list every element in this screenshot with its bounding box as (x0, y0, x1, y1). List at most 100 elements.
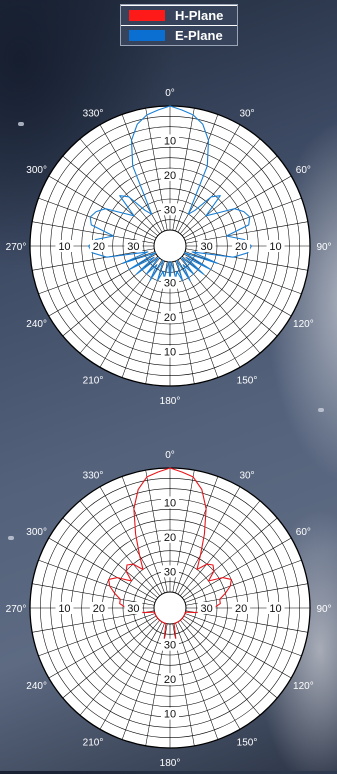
radial-label-bg (161, 530, 179, 543)
grid-spoke (177, 621, 241, 730)
radial-tick-label: 10 (164, 135, 176, 147)
angle-tick-label: 30° (239, 109, 254, 120)
rivet-decoration (18, 122, 24, 126)
legend-swatch-h-plane (129, 10, 165, 21)
radial-tick-label: 30 (201, 603, 213, 615)
angle-tick-label: 180° (160, 758, 181, 769)
legend-item-h-plane: H-Plane (121, 6, 237, 25)
grid-spoke (182, 618, 278, 699)
grid-spoke (32, 583, 155, 606)
legend: H-Plane E-Plane (120, 4, 238, 46)
grid-spoke (79, 138, 160, 234)
grid-spoke (38, 197, 156, 241)
radial-tick-label: 10 (164, 709, 176, 721)
angle-tick-label: 60° (296, 527, 311, 538)
angle-tick-label: 120° (293, 319, 314, 330)
radial-label-bg (161, 707, 179, 720)
radial-label-bg (197, 240, 216, 252)
grid-spoke (180, 138, 261, 234)
angle-tick-label: 270° (6, 242, 27, 253)
radial-tick-label: 20 (164, 674, 176, 686)
radial-tick-label: 30 (164, 640, 176, 652)
radial-tick-label: 20 (235, 603, 247, 615)
grid-spoke (185, 221, 308, 244)
grid-spoke (62, 517, 158, 598)
radial-label-bg (232, 240, 251, 252)
radial-tick-label: 20 (164, 170, 176, 182)
grid-spoke (180, 500, 261, 596)
radial-tick-label: 30 (127, 241, 139, 253)
center-hole (153, 229, 187, 263)
legend-item-e-plane: E-Plane (121, 26, 237, 45)
grid-spoke (184, 251, 302, 295)
radial-label-bg (161, 565, 179, 578)
grid-spoke (99, 486, 163, 595)
angle-tick-label: 30° (239, 471, 254, 482)
radial-label-bg (55, 240, 74, 252)
grid-spoke (184, 613, 302, 657)
grid-spoke (62, 155, 158, 236)
grid-spoke (99, 621, 163, 730)
angle-tick-label: 150° (237, 375, 258, 386)
grid-spoke (32, 221, 155, 244)
angle-tick-label: 240° (26, 319, 47, 330)
grid-spoke (177, 486, 241, 595)
grid-spoke (48, 537, 157, 601)
radial-label-bg (161, 496, 179, 509)
angle-tick-label: 300° (26, 527, 47, 538)
grid-spoke (121, 476, 165, 594)
radial-tick-label: 10 (269, 241, 281, 253)
angle-tick-label: 300° (26, 165, 47, 176)
grid-spoke (175, 476, 219, 594)
radial-tick-label: 10 (58, 241, 70, 253)
grid-spoke (175, 622, 219, 740)
radial-label-bg (161, 276, 179, 289)
angle-tick-label: 180° (160, 396, 181, 407)
grid-spoke (121, 114, 165, 232)
grid-spoke (79, 620, 160, 716)
grid-spoke (182, 517, 278, 598)
legend-label-h-plane: H-Plane (175, 8, 224, 23)
radial-tick-label: 20 (93, 241, 105, 253)
angle-tick-label: 120° (293, 681, 314, 692)
legend-label-e-plane: E-Plane (175, 28, 223, 43)
radial-tick-label: 20 (164, 532, 176, 544)
rivet-decoration (318, 408, 324, 412)
legend-swatch-e-plane (129, 30, 165, 41)
radial-tick-label: 30 (164, 566, 176, 578)
radial-tick-label: 30 (201, 241, 213, 253)
radial-label-bg (197, 602, 216, 614)
radial-label-bg (161, 134, 179, 147)
radial-label-bg (266, 240, 285, 252)
radial-tick-label: 10 (58, 603, 70, 615)
radial-label-bg (266, 602, 285, 614)
radial-label-bg (89, 240, 108, 252)
grid-spoke (180, 620, 261, 716)
grid-spoke (32, 248, 155, 271)
angle-tick-label: 270° (6, 604, 27, 615)
angle-tick-label: 330° (83, 109, 104, 120)
radial-tick-label: 30 (164, 204, 176, 216)
radial-label-bg (161, 673, 179, 686)
grid-spoke (184, 559, 302, 603)
grid-spoke (182, 155, 278, 236)
radial-label-bg (161, 638, 179, 651)
angle-tick-label: 240° (26, 681, 47, 692)
radial-tick-label: 10 (269, 603, 281, 615)
radial-tick-label: 20 (93, 603, 105, 615)
radial-tick-label: 30 (127, 603, 139, 615)
grid-spoke (38, 613, 156, 657)
polar-grid (29, 467, 311, 749)
angle-tick-label: 210° (83, 737, 104, 748)
radial-label-bg (161, 311, 179, 324)
radial-label-bg (161, 345, 179, 358)
angle-tick-label: 90° (316, 242, 331, 253)
rivet-decoration (8, 536, 14, 540)
angle-tick-label: 60° (296, 165, 311, 176)
grid-spoke (48, 175, 157, 239)
grid-spoke (183, 615, 292, 679)
grid-spoke (185, 248, 308, 271)
grid-spoke (79, 500, 160, 596)
